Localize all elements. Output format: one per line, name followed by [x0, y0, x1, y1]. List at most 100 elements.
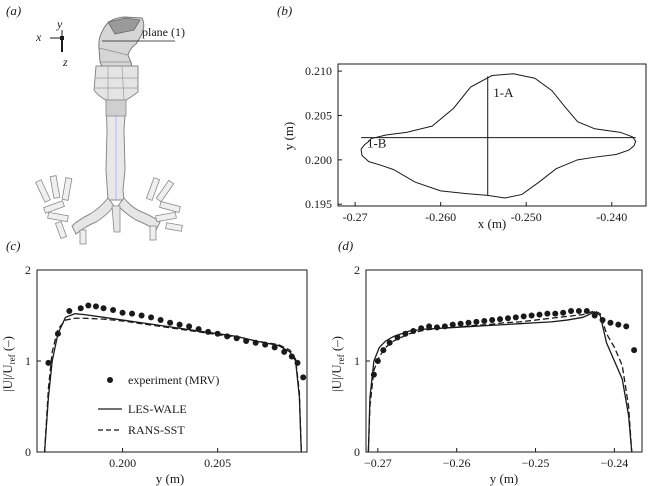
- chart-b-ytick-label: 0.200: [305, 153, 332, 167]
- chart-c-ytick-label: 2: [25, 263, 31, 277]
- chart-d-experiment-point: [457, 320, 464, 327]
- plane-label: plane (1): [142, 25, 185, 39]
- chart-d-experiment-point: [623, 323, 630, 330]
- chart-d-experiment-point: [426, 323, 433, 330]
- chart-c-experiment-point: [119, 309, 126, 316]
- axis-z-label: z: [62, 55, 68, 69]
- chart-c-xtick-label: 0.205: [204, 456, 231, 470]
- chart-d-xtick-label: −0.25: [522, 456, 550, 470]
- chart-d-ytick-label: 0: [354, 445, 360, 459]
- chart-d: −0.27 −0.26 −0.25 −0.24 0 1 2: [354, 263, 643, 470]
- panel-label-a: (a): [6, 3, 21, 18]
- chart-d-experiment-point: [489, 317, 496, 324]
- chart-c-xlabel: y (m): [156, 471, 185, 486]
- chart-c-experiment-point: [167, 319, 174, 326]
- chart-d-experiment-point: [520, 313, 527, 320]
- panel-label-b: (b): [277, 3, 292, 18]
- chart-c-experiment-point: [271, 344, 278, 351]
- chart-c-experiment-point: [100, 305, 107, 312]
- chart-c-ylabel: |U|/Uref (–): [0, 336, 17, 392]
- chart-c-experiment-point: [45, 359, 52, 366]
- chart-d-experiment-point: [497, 316, 504, 323]
- chart-d-les-line: [367, 311, 633, 453]
- chart-d-experiment-point: [504, 315, 511, 322]
- chart-c-experiment-point: [66, 307, 73, 314]
- legend-les-label: LES-WALE: [128, 402, 187, 416]
- chart-d-xtick-label: −0.26: [443, 456, 471, 470]
- axis-y-label: y: [56, 17, 63, 31]
- chart-d-ytick-label: 2: [354, 263, 360, 277]
- chart-d-rans-line: [367, 310, 633, 453]
- pharynx: [93, 65, 139, 101]
- chart-d-ytick-label: 1: [354, 354, 360, 368]
- chart-d-experiment-point: [575, 307, 582, 314]
- chart-b-frame: [337, 63, 647, 207]
- chart-d-xtick-label: −0.27: [364, 456, 392, 470]
- chart-b: -0.27 -0.260 -0.250 -0.240 0.210 0.205 0.200 0.…: [305, 63, 647, 224]
- airway-illustration: x y z plane (1): [35, 16, 185, 245]
- chart-d-experiment-point: [544, 310, 551, 317]
- chart-d-xtick-label: −0.24: [601, 456, 629, 470]
- chart-d-xlabel: y (m): [490, 471, 519, 486]
- chart-c-experiment-point: [281, 348, 288, 355]
- chart-c-experiment-point: [300, 374, 307, 381]
- chart-d-experiment-point: [512, 314, 519, 321]
- panel-label-d: (d): [338, 238, 353, 253]
- chart-d-experiment-point: [528, 312, 535, 319]
- upper-airway: [98, 16, 145, 75]
- legend-experiment-label: experiment (MRV): [128, 373, 219, 387]
- chart-d-experiment-point: [631, 347, 638, 354]
- chart-c-experiment-point: [92, 303, 99, 310]
- chart-c-experiment-point: [138, 312, 145, 319]
- chart-c-experiment-point: [85, 302, 92, 309]
- chart-c-ytick-label: 1: [25, 354, 31, 368]
- chart-b-xtick-label: -0.240: [596, 210, 627, 224]
- chart-d-experiment-point: [386, 339, 393, 346]
- chart-c: 0.200 0.205 0 1 2: [25, 263, 308, 470]
- chart-d-experiment-point: [473, 318, 480, 325]
- chart-c-experiment-point: [176, 321, 183, 328]
- chart-c-ytick-label: 0: [25, 445, 31, 459]
- axis-triad: x y z: [35, 17, 68, 69]
- legend-experiment-marker: [107, 377, 113, 383]
- chart-c-experiment-point: [129, 310, 136, 317]
- chart-b-label-1b: 1-B: [367, 135, 387, 150]
- left-bronchus: [71, 197, 115, 235]
- chart-c-rans-line: [43, 317, 302, 453]
- chart-b-xlabel: x (m): [478, 216, 507, 231]
- chart-c-experiment-point: [77, 305, 84, 312]
- chart-d-experiment-point: [465, 319, 472, 326]
- panel-label-c: (c): [6, 238, 20, 253]
- chart-c-experiment-point: [157, 317, 164, 324]
- chart-d-experiment-point: [481, 317, 488, 324]
- legend: experiment (MRV) LES-WALE RANS-SST: [98, 373, 219, 437]
- chart-b-ytick-label: 0.205: [305, 108, 332, 122]
- chart-c-les-line: [43, 313, 302, 453]
- chart-c-experiment-point: [186, 323, 193, 330]
- chart-d-experiment-point: [607, 319, 614, 326]
- chart-d-experiment-point: [552, 310, 559, 317]
- right-bronchus: [117, 197, 161, 231]
- chart-d-ylabel: |U|/Uref (–): [329, 336, 346, 392]
- chart-b-xtick-label: -0.27: [343, 210, 368, 224]
- chart-b-label-1a: 1-A: [493, 85, 514, 100]
- chart-d-experiment-point: [449, 321, 456, 328]
- chart-d-experiment-point: [568, 307, 575, 314]
- chart-b-xtick-label: -0.260: [425, 210, 456, 224]
- chart-b-xtick-label: -0.250: [511, 210, 542, 224]
- chart-d-experiment-point: [615, 321, 622, 328]
- chart-b-outline: [360, 73, 637, 199]
- chart-d-experiment-point: [536, 311, 543, 318]
- chart-d-experiment-point: [433, 324, 440, 331]
- axis-x-label: x: [35, 30, 42, 44]
- chart-b-ytick-label: 0.195: [305, 197, 332, 211]
- chart-d-experiment-point: [591, 312, 598, 319]
- chart-d-frame: [365, 269, 643, 453]
- chart-b-ytick-label: 0.210: [305, 64, 332, 78]
- chart-b-ylabel: y (m): [281, 122, 296, 151]
- chart-c-experiment-point: [148, 314, 155, 321]
- legend-rans-label: RANS-SST: [128, 423, 185, 437]
- chart-d-experiment-point: [560, 309, 567, 316]
- chart-c-xtick-label: 0.200: [109, 456, 136, 470]
